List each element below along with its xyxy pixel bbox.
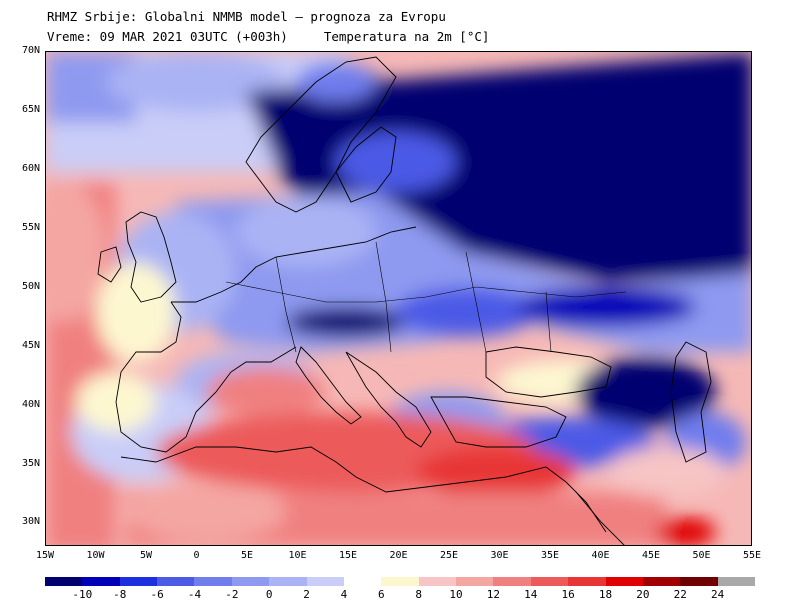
lon-label: 0 bbox=[193, 550, 200, 561]
legend-tick-label: 4 bbox=[340, 588, 348, 601]
lon-label: 55E bbox=[742, 550, 762, 561]
legend-swatch bbox=[119, 577, 158, 586]
lon-label: 35E bbox=[540, 550, 560, 561]
temperature-map bbox=[45, 51, 752, 546]
lat-label: 45N bbox=[21, 339, 40, 351]
variable-label: Temperatura na 2m [°C] bbox=[323, 29, 490, 44]
legend-tick-label: 10 bbox=[449, 588, 463, 601]
legend-tick-label: 24 bbox=[711, 588, 725, 601]
lon-label: 30E bbox=[490, 550, 509, 561]
legend-swatch bbox=[157, 577, 195, 586]
lat-label: 35N bbox=[21, 457, 40, 469]
valid-time: Vreme: 09 MAR 2021 03UTC (+003h) bbox=[47, 29, 288, 44]
legend-tick-label: -8 bbox=[113, 588, 127, 601]
legend-swatch bbox=[680, 577, 719, 586]
legend-tick-label: 22 bbox=[673, 588, 687, 601]
lat-label: 70N bbox=[21, 45, 40, 56]
lon-label: 50E bbox=[692, 550, 711, 561]
temperature-field bbox=[46, 52, 751, 545]
legend-swatch bbox=[568, 577, 607, 586]
legend-swatch bbox=[306, 577, 345, 586]
legend-tick-label: -6 bbox=[150, 588, 164, 601]
legend-swatch bbox=[381, 577, 420, 586]
legend-swatch bbox=[82, 577, 121, 586]
legend-tick-label: 14 bbox=[524, 588, 538, 601]
legend-swatch bbox=[642, 577, 681, 586]
lon-label: 20E bbox=[389, 550, 408, 561]
lon-label: 15W bbox=[35, 550, 55, 561]
legend-swatch bbox=[418, 577, 457, 586]
legend-tick-label: 16 bbox=[561, 588, 575, 601]
lon-label: 10E bbox=[288, 550, 307, 561]
legend-tick-label: 0 bbox=[265, 588, 273, 601]
legend-tick-label: 2 bbox=[303, 588, 310, 601]
lat-label: 65N bbox=[21, 103, 40, 115]
lon-label: 5E bbox=[240, 550, 254, 561]
legend-swatch bbox=[231, 577, 270, 586]
legend-swatch bbox=[194, 577, 233, 586]
legend-swatch bbox=[493, 577, 532, 586]
lon-label: 5W bbox=[139, 550, 153, 561]
lat-label: 30N bbox=[21, 516, 40, 528]
legend-tick-label: 18 bbox=[598, 588, 613, 601]
lat-label: 50N bbox=[21, 280, 40, 292]
coastlines bbox=[97, 56, 712, 545]
legend-tick-label: -4 bbox=[187, 588, 202, 601]
lon-label: 25E bbox=[439, 550, 459, 561]
lat-label: 60N bbox=[21, 162, 40, 174]
legend-tick-label: 8 bbox=[415, 588, 422, 601]
legend-swatch bbox=[605, 577, 644, 586]
lat-label: 40N bbox=[21, 398, 40, 410]
legend-tick-label: 12 bbox=[486, 588, 501, 601]
lat-label: 55N bbox=[21, 221, 40, 233]
map-title: RHMZ Srbije: Globalni NMMB model — progn… bbox=[47, 9, 446, 24]
legend-swatch bbox=[45, 577, 83, 586]
legend-tick-label: 20 bbox=[636, 588, 650, 601]
map-subtitle: Vreme: 09 MAR 2021 03UTC (+003h) Temperat… bbox=[47, 29, 489, 45]
legend-tick-label: 6 bbox=[378, 588, 385, 601]
lon-label: 15E bbox=[338, 550, 358, 561]
legend-swatch bbox=[717, 577, 756, 586]
color-legend bbox=[45, 577, 756, 586]
lon-label: 40E bbox=[591, 550, 610, 561]
lon-label: 45E bbox=[641, 550, 661, 561]
legend-tick-label: -2 bbox=[225, 588, 239, 601]
legend-swatch bbox=[343, 577, 382, 586]
legend-swatch bbox=[269, 577, 308, 586]
legend-swatch bbox=[530, 577, 569, 586]
legend-tick-label: -10 bbox=[72, 588, 93, 601]
lon-label: 10W bbox=[86, 550, 105, 561]
legend-swatch bbox=[456, 577, 494, 586]
